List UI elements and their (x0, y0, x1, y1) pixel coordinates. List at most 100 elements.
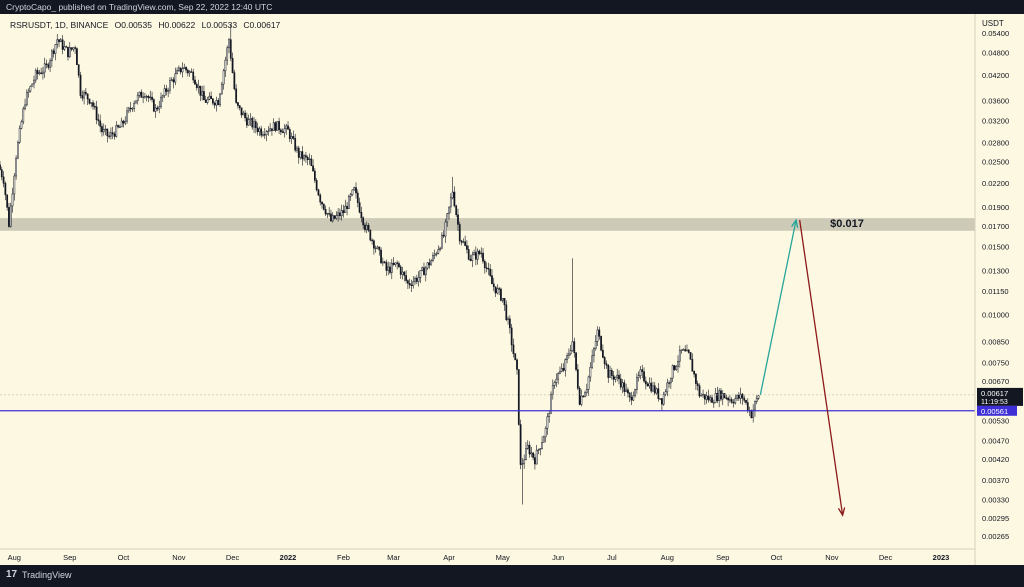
candle-body (539, 448, 542, 450)
resistance-zone (0, 218, 975, 231)
candle-body (235, 88, 238, 103)
candle-body (288, 129, 291, 140)
candle-body (326, 213, 329, 215)
y-tick-label: 0.00330 (982, 495, 1009, 504)
candle-body (580, 395, 583, 405)
candle-body (442, 234, 445, 237)
candle-body (331, 215, 334, 222)
candle-body (346, 205, 348, 209)
candle-body (553, 382, 556, 386)
candle-body (179, 67, 182, 73)
candle-body (190, 71, 193, 73)
candle-body (630, 396, 633, 401)
candle-body (462, 241, 465, 243)
tradingview-brand: TradingView (22, 570, 72, 580)
candle-body (405, 275, 407, 281)
candle-body (201, 91, 204, 96)
candle-body (519, 424, 522, 465)
candle-body (115, 125, 118, 137)
candle-body (360, 212, 363, 219)
candle-body (439, 247, 441, 250)
candle-body (344, 205, 347, 213)
candle-body (51, 50, 53, 61)
candle-body (11, 193, 14, 207)
candle-body (301, 151, 304, 160)
candle-body (659, 398, 662, 400)
candle-body (678, 350, 681, 362)
x-tick-label: Sep (716, 553, 729, 562)
candle-body (312, 165, 314, 172)
candle-body (560, 368, 563, 372)
candle-body (297, 147, 300, 158)
candle-body (305, 155, 307, 158)
candle-body (219, 93, 221, 106)
candle-body (108, 135, 111, 137)
candle-body (575, 352, 577, 370)
candle-body (714, 393, 717, 403)
ohlc-open: O0.00535 (114, 20, 152, 30)
candle-body (65, 46, 68, 48)
candle-body (213, 102, 216, 106)
candle-body (698, 385, 701, 397)
candle-body (730, 399, 733, 403)
candle-body (152, 99, 155, 112)
candle-body (315, 180, 318, 191)
y-tick-label: 0.01900 (982, 203, 1009, 212)
candle-body (593, 348, 595, 357)
candle-body (691, 359, 694, 372)
candle-body (653, 385, 656, 394)
candle-body (355, 187, 357, 194)
candle-body (471, 254, 474, 261)
candle-body (428, 262, 431, 266)
candle-body (661, 398, 663, 405)
candle-body (240, 107, 243, 116)
candle-body (340, 210, 343, 217)
candle-body (702, 393, 704, 396)
candle-body (20, 121, 23, 129)
candle-body (643, 371, 645, 382)
chart-area[interactable]: $0.017 USDT 0.05400 0.04800 0.04200 0.03600 0.… (0, 14, 1024, 565)
candle-body (605, 363, 608, 366)
candle-body (596, 329, 599, 342)
candle-body (695, 373, 697, 384)
y-tick-label: 0.01700 (982, 222, 1009, 231)
candle-body (58, 39, 60, 43)
y-tick-label: 0.01150 (982, 287, 1009, 296)
publish-header: CryptoCapo_ published on TradingView.com… (0, 0, 1024, 14)
y-tick-label: 0.05400 (982, 29, 1009, 38)
candle-body (353, 187, 356, 191)
candle-body (292, 136, 295, 139)
candle-body (729, 399, 731, 401)
candle-body (500, 288, 502, 301)
candle-body (433, 253, 436, 256)
candle-body (752, 409, 755, 418)
candle-body (178, 67, 180, 71)
candle-body (693, 371, 696, 375)
candle-body (281, 131, 284, 134)
y-tick-label: 0.01000 (982, 310, 1009, 319)
candle-body (564, 359, 567, 371)
candle-body (176, 70, 178, 74)
candle-body (306, 156, 309, 160)
candle-body (373, 240, 375, 249)
candle-body (231, 57, 234, 73)
candle-body (97, 119, 100, 122)
candle-body (487, 268, 490, 270)
candle-body (133, 102, 136, 109)
candle-body (367, 225, 370, 231)
candle-body (408, 282, 411, 286)
candle-body (203, 91, 205, 101)
candle-body (578, 388, 581, 405)
candle-body (537, 449, 540, 451)
candle-body (217, 100, 220, 106)
candle-body (258, 128, 261, 132)
candle-body (113, 133, 116, 137)
x-tick-label: 2022 (280, 553, 297, 562)
candle-body (161, 95, 164, 98)
current-price-label: 0.00617 (981, 389, 1008, 398)
x-tick-label: Feb (337, 553, 350, 562)
candle-body (392, 262, 395, 265)
candle-body (233, 72, 236, 90)
candle-body (283, 128, 286, 134)
